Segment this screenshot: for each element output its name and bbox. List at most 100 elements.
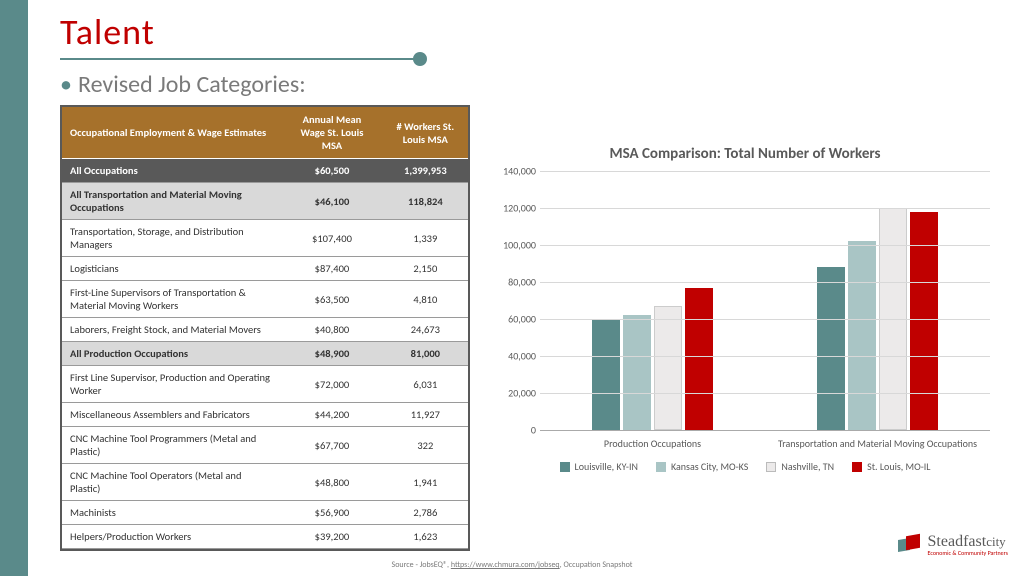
y-tick: 0 (490, 424, 536, 437)
cell-wage: $67,700 (281, 427, 382, 464)
bullet-icon: • (60, 70, 72, 99)
y-tick: 20,000 (490, 387, 536, 400)
legend-label: Kansas City, MO-KS (671, 460, 748, 473)
chart-legend: Louisville, KY-IN Kansas City, MO-KS Nashv… (490, 460, 1000, 473)
source-footer: Source - JobsEQ®, https://www.chmura.com… (0, 560, 1024, 570)
cell-wage: $60,500 (281, 159, 382, 183)
brand-name: Steadfast (928, 533, 987, 550)
wage-table-wrap: Occupational Employment & Wage Estimates… (60, 105, 470, 551)
bar (592, 319, 620, 430)
cell-wage: $107,400 (281, 220, 382, 257)
cell-wage: $63,500 (281, 281, 382, 318)
y-axis: 020,00040,00060,00080,000100,000120,0001… (490, 171, 536, 430)
y-tick: 60,000 (490, 313, 536, 326)
cell-wage: $87,400 (281, 257, 382, 281)
gridline (540, 245, 990, 246)
cell-workers: 1,623 (383, 525, 468, 549)
bar-group (765, 171, 990, 430)
cell-name: All Production Occupations (62, 342, 281, 366)
table-row: Transportation, Storage, and Distributio… (62, 220, 468, 257)
cell-name: Miscellaneous Assemblers and Fabricators (62, 403, 281, 427)
bar-group (540, 171, 765, 430)
gridline (540, 356, 990, 357)
legend-item: Louisville, KY-IN (560, 460, 638, 473)
bar (848, 241, 876, 430)
col-wage: Annual Mean Wage St. Louis MSA (281, 107, 382, 159)
wage-table: Occupational Employment & Wage Estimates… (62, 107, 468, 549)
table-row: First Line Supervisor, Production and Op… (62, 366, 468, 403)
cell-wage: $72,000 (281, 366, 382, 403)
table-row: CNC Machine Tool Operators (Metal and Pl… (62, 464, 468, 501)
source-prefix: Source - JobsEQ®, (392, 560, 451, 570)
main-row: Occupational Employment & Wage Estimates… (60, 105, 1000, 551)
x-label: Production Occupations (540, 431, 765, 450)
cell-wage: $48,800 (281, 464, 382, 501)
cell-workers: 322 (383, 427, 468, 464)
cell-wage: $40,800 (281, 318, 382, 342)
left-stripe (0, 0, 28, 576)
chart-wrap: MSA Comparison: Total Number of Workers … (490, 105, 1000, 485)
legend-swatch (656, 462, 666, 472)
legend-swatch (766, 462, 776, 472)
slide-content: Talent •Revised Job Categories: Occupati… (60, 10, 1000, 551)
title-divider (60, 58, 420, 60)
cell-name: All Transportation and Material Moving O… (62, 183, 281, 220)
legend-swatch (560, 462, 570, 472)
cell-name: First Line Supervisor, Production and Op… (62, 366, 281, 403)
cell-name: Transportation, Storage, and Distributio… (62, 220, 281, 257)
cell-workers: 2,786 (383, 501, 468, 525)
source-link: https://www.chmura.com/jobseq (451, 560, 560, 570)
legend-label: Louisville, KY-IN (575, 460, 638, 473)
cell-workers: 1,339 (383, 220, 468, 257)
table-row: Laborers, Freight Stock, and Material Mo… (62, 318, 468, 342)
x-labels: Production OccupationsTransportation and… (540, 431, 990, 450)
legend-item: Kansas City, MO-KS (656, 460, 748, 473)
table-row: Miscellaneous Assemblers and Fabricators… (62, 403, 468, 427)
cell-workers: 24,673 (383, 318, 468, 342)
legend-label: St. Louis, MO-IL (867, 460, 930, 473)
table-row: All Transportation and Material Moving O… (62, 183, 468, 220)
cell-workers: 1,941 (383, 464, 468, 501)
subtitle-text: Revised Job Categories: (78, 70, 306, 99)
chart-plot: 020,00040,00060,00080,000100,000120,0001… (540, 171, 990, 431)
y-tick: 140,000 (490, 165, 536, 178)
cell-name: All Occupations (62, 159, 281, 183)
gridline (540, 319, 990, 320)
cell-workers: 6,031 (383, 366, 468, 403)
x-label: Transportation and Material Moving Occup… (765, 431, 990, 450)
cell-workers: 11,927 (383, 403, 468, 427)
subtitle: •Revised Job Categories: (60, 70, 1000, 99)
cell-wage: $44,200 (281, 403, 382, 427)
source-suffix: , Occupation Snapshot (560, 560, 633, 570)
bar (817, 267, 845, 430)
cell-name: Laborers, Freight Stock, and Material Mo… (62, 318, 281, 342)
col-workers: # Workers St. Louis MSA (383, 107, 468, 159)
cell-wage: $48,900 (281, 342, 382, 366)
brand-icon (894, 535, 922, 555)
legend-item: St. Louis, MO-IL (852, 460, 930, 473)
gridline (540, 282, 990, 283)
cell-workers: 118,824 (383, 183, 468, 220)
cell-name: Helpers/Production Workers (62, 525, 281, 549)
bar (623, 315, 651, 430)
y-tick: 100,000 (490, 239, 536, 252)
table-row: All Occupations$60,5001,399,953 (62, 159, 468, 183)
table-row: Logisticians$87,4002,150 (62, 257, 468, 281)
gridline (540, 393, 990, 394)
cell-name: Logisticians (62, 257, 281, 281)
cell-workers: 1,399,953 (383, 159, 468, 183)
cell-name: CNC Machine Tool Programmers (Metal and … (62, 427, 281, 464)
legend-label: Nashville, TN (781, 460, 834, 473)
brand-sub: city (986, 534, 1006, 549)
cell-workers: 81,000 (383, 342, 468, 366)
table-row: Machinists$56,9002,786 (62, 501, 468, 525)
brand-logo: Steadfastcity Economic & Community Partn… (894, 534, 1008, 556)
col-occupation: Occupational Employment & Wage Estimates (62, 107, 281, 159)
brand-tag: Economic & Community Partners (928, 550, 1008, 556)
table-row: Helpers/Production Workers$39,2001,623 (62, 525, 468, 549)
brand-text: Steadfastcity Economic & Community Partn… (928, 534, 1008, 556)
cell-wage: $56,900 (281, 501, 382, 525)
legend-swatch (852, 462, 862, 472)
bar (654, 306, 682, 430)
table-header-row: Occupational Employment & Wage Estimates… (62, 107, 468, 159)
